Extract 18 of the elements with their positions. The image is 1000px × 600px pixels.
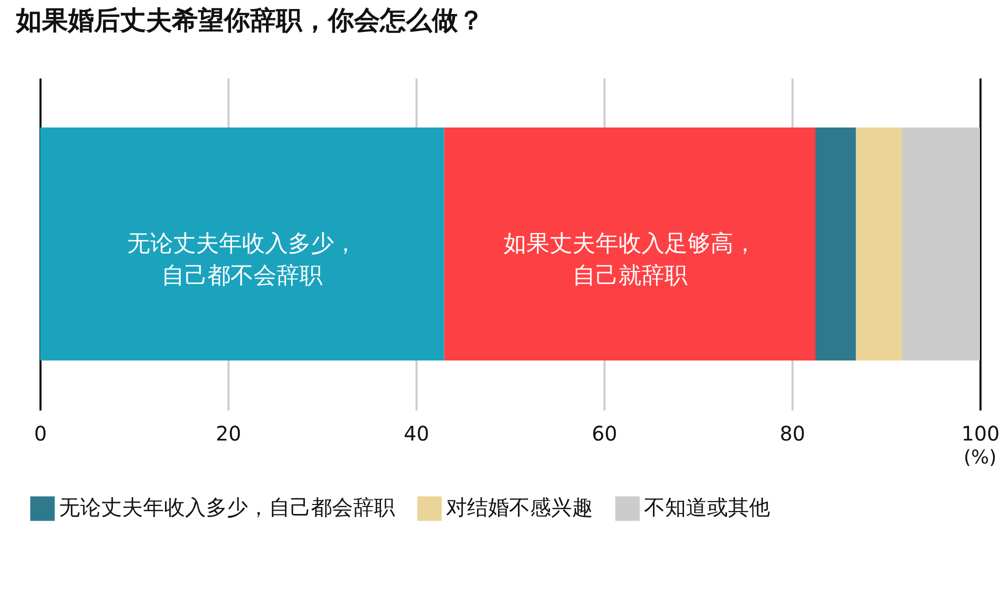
bar — [444, 128, 816, 360]
x-tick-label: 100 — [961, 422, 1000, 446]
series-label: 无论丈夫年收入多少，自己都不会辞职 — [127, 231, 358, 289]
bar — [40, 128, 444, 360]
legend-label: 对结婚不感兴趣 — [446, 496, 593, 520]
x-tick-label: 80 — [780, 422, 806, 446]
legend-label: 不知道或其他 — [644, 496, 770, 520]
bar — [902, 128, 980, 360]
legend-label: 无论丈夫年收入多少，自己都会辞职 — [59, 496, 395, 520]
x-tick-label: 0 — [34, 422, 47, 446]
bar — [856, 128, 902, 360]
x-tick-label: 40 — [404, 422, 430, 446]
x-tick-label: 20 — [216, 422, 242, 446]
x-axis-title: (%) — [964, 446, 996, 468]
bar — [816, 128, 856, 360]
series-label: 如果丈夫年收入足够高，自己就辞职 — [503, 231, 756, 289]
chart-title: 如果婚后丈夫希望你辞职，你会怎么做？ — [15, 6, 484, 36]
x-tick-label: 60 — [592, 422, 618, 446]
